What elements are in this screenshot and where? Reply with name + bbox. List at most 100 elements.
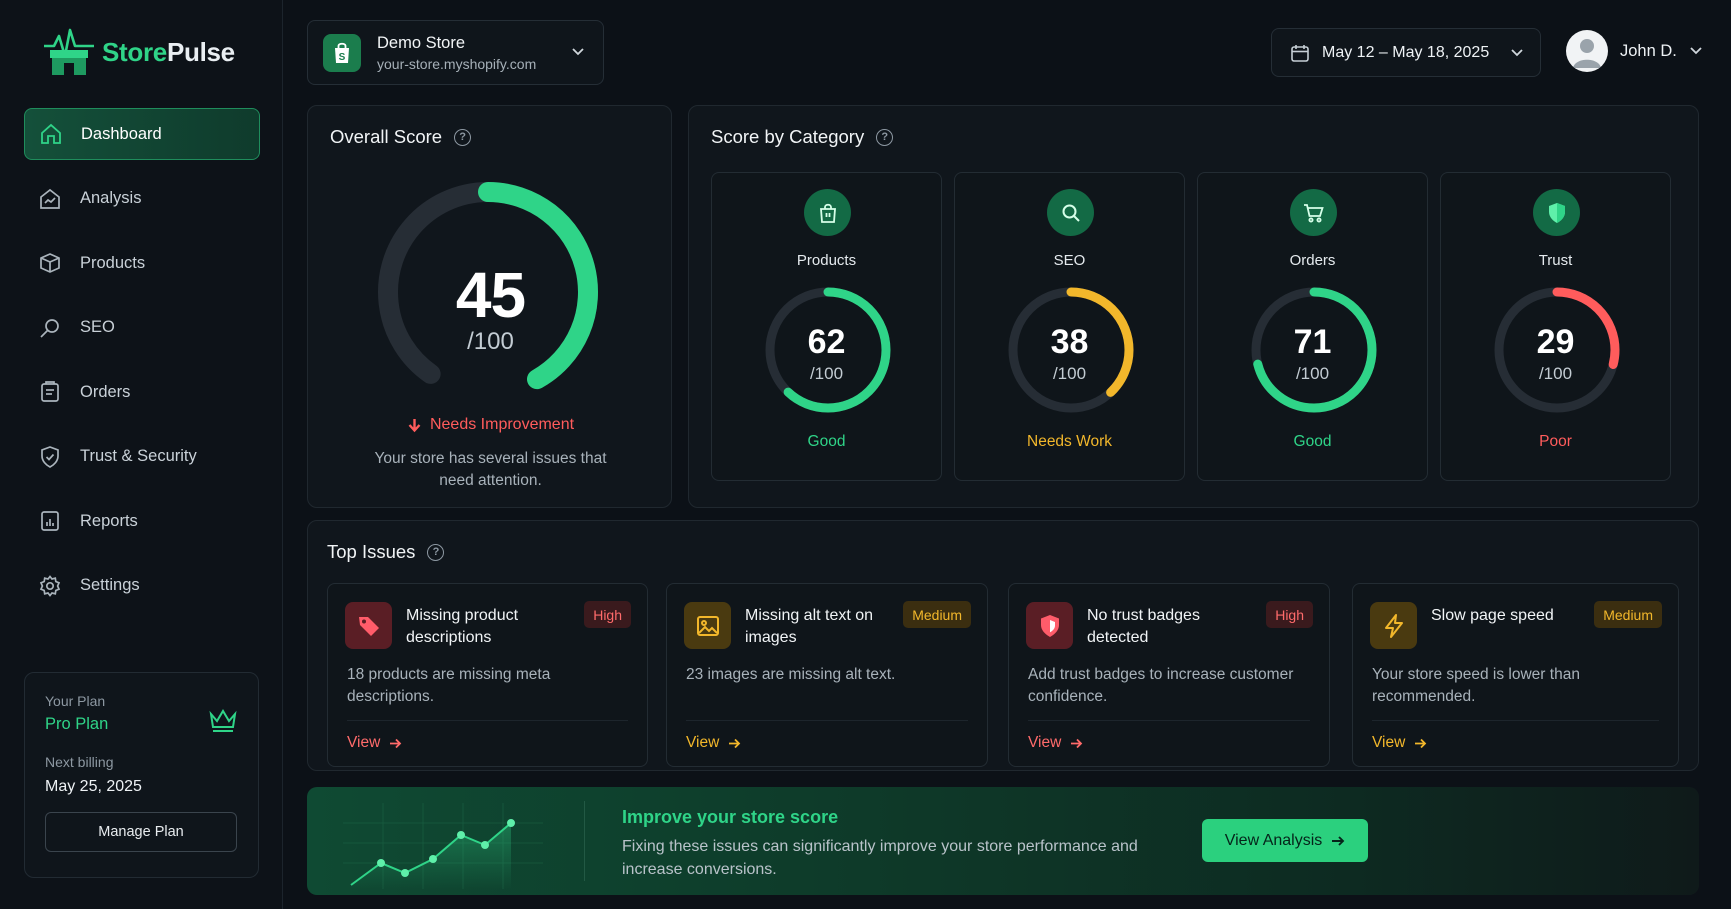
overall-score-gauge <box>378 182 598 390</box>
sidebar-item-orders[interactable]: Orders <box>24 366 260 418</box>
severity-badge: High <box>1266 601 1313 628</box>
overall-score-denominator: /100 <box>467 328 514 355</box>
score-by-category-card: Score by Category? Products 62 /100 Good… <box>688 105 1699 508</box>
store-name: Demo Store <box>377 33 466 52</box>
view-analysis-button[interactable]: View Analysis <box>1202 819 1368 862</box>
score-by-category-title: Score by Category? <box>711 126 894 148</box>
category-score: 62 <box>807 323 846 361</box>
arrow-right-icon <box>1332 835 1345 846</box>
category-denominator: /100 <box>1538 364 1573 383</box>
issue-card-alt-text[interactable]: Missing alt text on images Medium 23 ima… <box>666 583 988 767</box>
sidebar-item-dashboard[interactable]: Dashboard <box>24 108 260 160</box>
category-gauge <box>765 287 891 413</box>
store-selector[interactable]: S Demo Store your-store.myshopify.com <box>307 20 604 85</box>
arrow-right-icon <box>1071 738 1083 748</box>
top-issues-card: Top Issues? Missing product descriptions… <box>307 520 1699 771</box>
reports-icon <box>38 509 62 533</box>
search-icon <box>38 316 62 340</box>
issue-description: Your store speed is lower than recommend… <box>1372 666 1580 705</box>
date-range-label: May 12 – May 18, 2025 <box>1322 43 1490 61</box>
store-logo-icon <box>44 28 94 75</box>
shield-icon <box>1026 602 1073 649</box>
view-link[interactable]: View <box>1372 734 1427 752</box>
overall-score-value: 45 <box>455 259 526 331</box>
manage-plan-button[interactable]: Manage Plan <box>45 812 237 852</box>
issue-card-page-speed[interactable]: Slow page speed Medium Your store speed … <box>1352 583 1679 767</box>
issue-title: No trust badges detected <box>1087 607 1200 646</box>
category-card-seo[interactable]: SEO 38 /100 Needs Work <box>954 172 1185 481</box>
sidebar-item-reports[interactable]: Reports <box>24 495 260 547</box>
avatar <box>1566 30 1608 72</box>
category-denominator: /100 <box>1052 364 1087 383</box>
overall-score-card: Overall Score? 45 /100 Needs Improvement… <box>307 105 672 508</box>
cart-icon <box>1290 189 1337 236</box>
sidebar: StorePulse Dashboard Analysis Products S… <box>0 0 283 909</box>
user-name: John D. <box>1620 41 1677 60</box>
billing-label: Next billing <box>45 754 114 770</box>
category-status: Needs Work <box>1027 433 1112 450</box>
issue-description: 18 products are missing meta description… <box>347 666 551 705</box>
chevron-down-icon <box>1690 47 1702 55</box>
category-name: Orders <box>1289 252 1336 269</box>
plan-label: Your Plan <box>45 693 106 709</box>
crown-icon <box>209 709 237 732</box>
divider <box>686 720 968 721</box>
help-icon[interactable]: ? <box>427 543 445 561</box>
view-link[interactable]: View <box>347 734 402 752</box>
category-gauge <box>1008 287 1134 413</box>
view-link[interactable]: View <box>1028 734 1083 752</box>
issue-title: Missing product descriptions <box>406 607 519 646</box>
category-score: 38 <box>1050 323 1089 361</box>
tag-icon <box>345 602 392 649</box>
sidebar-item-label: Trust & Security <box>80 447 197 465</box>
calendar-icon <box>1291 44 1309 62</box>
shopify-bag-icon: S <box>323 33 361 72</box>
category-score: 71 <box>1293 323 1332 361</box>
search-icon <box>1047 189 1094 236</box>
help-icon[interactable]: ? <box>454 128 472 146</box>
sidebar-item-label: Products <box>80 253 146 272</box>
issue-title: Slow page speed <box>1431 607 1554 624</box>
issue-card-product-descriptions[interactable]: Missing product descriptions High 18 pro… <box>327 583 648 767</box>
sidebar-item-trust-security[interactable]: Trust & Security <box>24 431 260 483</box>
severity-badge: High <box>584 601 631 628</box>
overall-status: Needs Improvement <box>308 416 673 434</box>
top-issues-title: Top Issues? <box>327 541 445 563</box>
orders-icon <box>38 380 62 404</box>
arrow-right-icon <box>729 738 741 748</box>
svg-text:S: S <box>339 52 346 63</box>
shield-icon <box>38 445 62 469</box>
severity-badge: Medium <box>1594 601 1662 628</box>
plan-name: Pro Plan <box>45 715 109 733</box>
category-card-products[interactable]: Products 62 /100 Good <box>711 172 942 481</box>
category-name: SEO <box>1053 252 1086 269</box>
sidebar-item-settings[interactable]: Settings <box>24 560 260 612</box>
overall-description: Your store has several issues that need … <box>374 450 607 489</box>
sidebar-item-analysis[interactable]: Analysis <box>24 173 260 225</box>
image-icon <box>684 602 731 649</box>
issue-card-trust-badges[interactable]: No trust badges detected High Add trust … <box>1008 583 1330 767</box>
sidebar-item-seo[interactable]: SEO <box>24 302 260 354</box>
severity-badge: Medium <box>903 601 971 628</box>
billing-date: May 25, 2025 <box>45 778 142 795</box>
category-status: Poor <box>1539 433 1572 450</box>
store-url: your-store.myshopify.com <box>377 55 537 72</box>
category-gauge <box>1494 287 1620 413</box>
sidebar-item-label: Settings <box>80 576 140 594</box>
logo[interactable]: StorePulse <box>42 26 235 78</box>
improve-score-banner: Improve your store score Fixing these is… <box>307 787 1699 895</box>
category-card-trust[interactable]: Trust 29 /100 Poor <box>1440 172 1671 481</box>
sidebar-item-label: SEO <box>80 318 115 336</box>
sidebar-item-products[interactable]: Products <box>24 237 260 289</box>
date-range-selector[interactable]: May 12 – May 18, 2025 <box>1271 28 1541 77</box>
home-icon <box>39 122 63 146</box>
category-name: Products <box>796 252 857 269</box>
divider <box>347 720 628 721</box>
help-icon[interactable]: ? <box>876 128 894 146</box>
trend-chart-illustration <box>343 803 543 889</box>
issue-description: 23 images are missing alt text. <box>686 666 896 683</box>
bolt-icon <box>1370 602 1417 649</box>
category-card-orders[interactable]: Orders 71 /100 Good <box>1197 172 1428 481</box>
view-link[interactable]: View <box>686 734 741 752</box>
user-menu[interactable]: John D. <box>1566 30 1703 72</box>
